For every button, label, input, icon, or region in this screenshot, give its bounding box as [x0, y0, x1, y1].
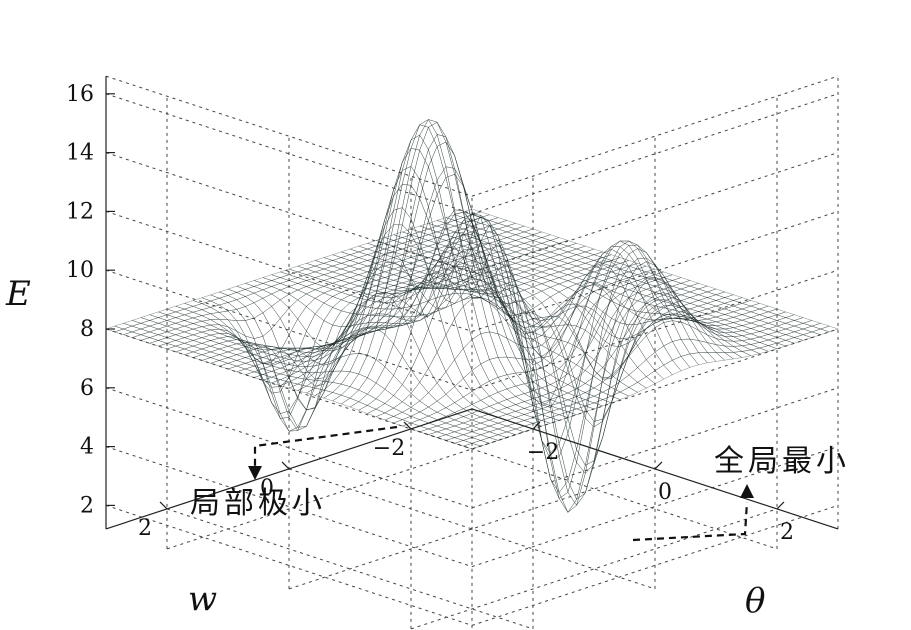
y-tick-label: 2	[780, 520, 794, 545]
y-axis-title: θ	[745, 581, 765, 621]
y-tick-label: 0	[658, 480, 672, 505]
x-tick-label: 2	[138, 516, 152, 541]
global-min-label: 全局最小	[714, 444, 850, 479]
y-tick-label: −2	[527, 440, 559, 465]
z-tick-label: 16	[66, 82, 94, 107]
z-axis-title: E	[5, 274, 31, 314]
z-axis-ticks: 2 4 6 8 10 12 14 16	[66, 82, 115, 518]
z-tick-label: 8	[80, 317, 94, 342]
back-grid	[105, 75, 839, 630]
x-axis-title: w	[188, 579, 217, 619]
z-tick-label: 12	[66, 199, 94, 224]
x-tick-label: 0	[260, 476, 274, 501]
x-axis-ticks: 2 0 −2	[138, 421, 412, 541]
z-tick-label: 2	[80, 493, 94, 518]
z-tick-label: 14	[66, 141, 94, 166]
global-min-arrow	[632, 501, 749, 542]
local-min-arrowhead	[248, 466, 262, 480]
global-min-arrowhead	[740, 484, 754, 498]
z-tick-label: 10	[66, 258, 94, 283]
z-tick-label: 4	[80, 435, 94, 460]
x-tick-label: −2	[373, 436, 405, 461]
local-min-arrow	[253, 425, 398, 470]
local-min-label: 局部极小	[190, 486, 326, 521]
y-axis-ticks: −2 0 2	[527, 421, 794, 545]
annotation-global-min: 全局最小	[632, 444, 850, 542]
annotation-local-min: 局部极小	[190, 425, 398, 521]
surface-mesh	[105, 118, 839, 513]
z-tick-label: 6	[80, 376, 94, 401]
